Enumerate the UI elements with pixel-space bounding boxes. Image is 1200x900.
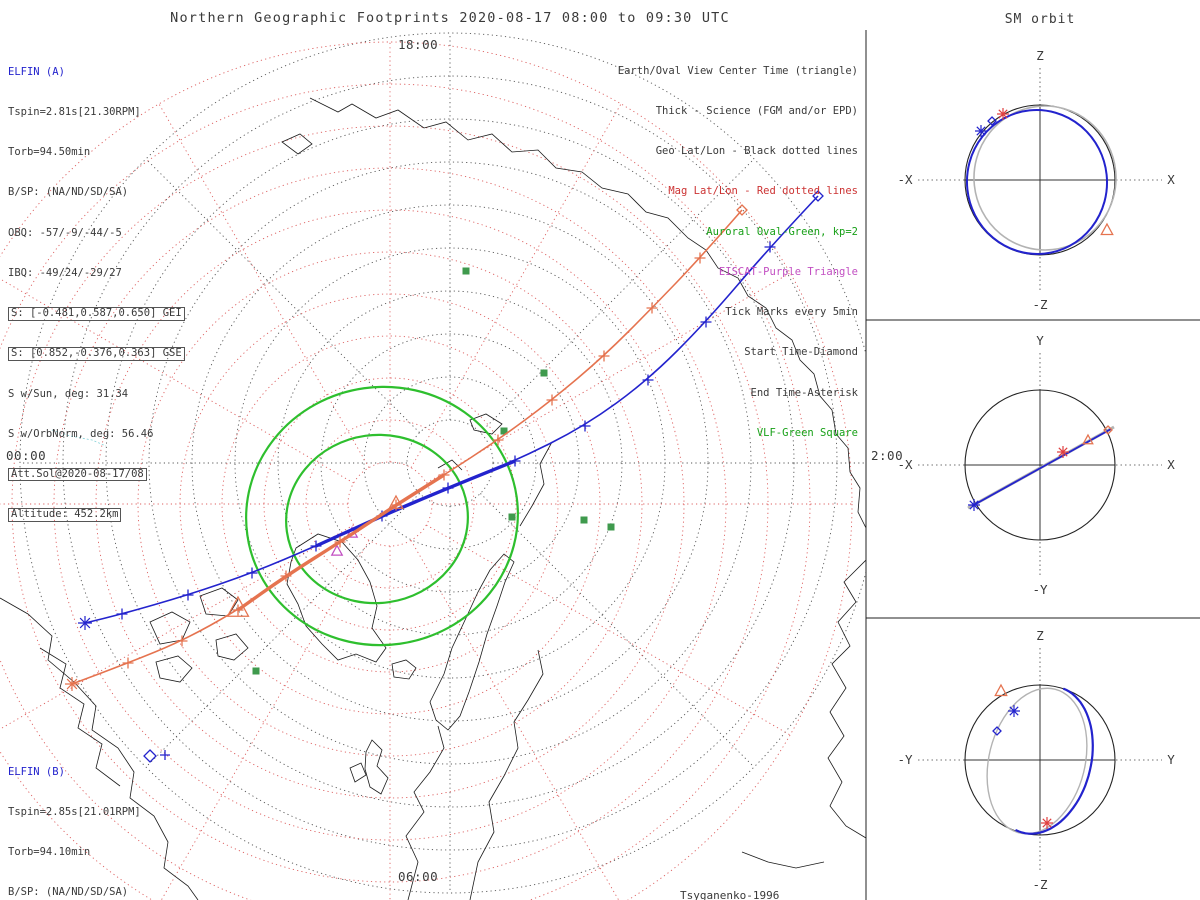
legend-item: Auroral Oval-Green, kp=2 bbox=[706, 225, 858, 238]
info-line: S: [0.852,-0.376,0.363] GSE bbox=[8, 347, 185, 361]
island-arctic-2 bbox=[199, 587, 239, 617]
coastline-bering bbox=[827, 559, 866, 839]
info-line: OBQ: -57/-9/-44/-5 bbox=[8, 226, 122, 239]
mlt-label-12: 2:00 bbox=[871, 448, 904, 463]
island-iceland bbox=[391, 659, 417, 680]
island-arctic-3 bbox=[155, 655, 193, 683]
island-arctic-4 bbox=[215, 633, 249, 661]
footprint-tracks bbox=[65, 190, 824, 691]
info-line-boxed: Att.Sol@2020-08-17/08 bbox=[8, 468, 147, 482]
sm-panel-X-Z: Z -X X -Z bbox=[897, 48, 1175, 312]
info-line: Torb=94.50min bbox=[8, 146, 91, 159]
island-wrangel bbox=[281, 133, 313, 155]
info-line: B/SP: (NA/ND/SD/SA) bbox=[8, 886, 129, 899]
svg-text:X: X bbox=[1167, 172, 1175, 187]
mlt-label-00: 00:00 bbox=[6, 448, 47, 463]
island-severnaya bbox=[469, 413, 503, 435]
legend-item: Thick - Science (FGM and/or EPD) bbox=[655, 105, 858, 118]
info-line: IBQ: -49/24/-29/27 bbox=[8, 266, 122, 279]
coastlines bbox=[0, 97, 866, 900]
elfin-b-info-block: ELFIN (B) Tspin=2.85s[21.01RPM] Torb=94.… bbox=[8, 739, 191, 900]
svg-text:Z: Z bbox=[1036, 628, 1044, 643]
sm-orbit-title: SM orbit bbox=[1004, 12, 1076, 27]
coastline-north-america bbox=[0, 597, 199, 900]
svg-text:Y: Y bbox=[1167, 752, 1175, 767]
cyan-arc bbox=[51, 429, 107, 447]
info-line: Altitude: 452.2km bbox=[8, 508, 185, 522]
info-line: Tspin=2.85s[21.01RPM] bbox=[8, 806, 141, 819]
island-ireland bbox=[349, 762, 367, 783]
info-line: Tspin=2.81s[21.30RPM] bbox=[8, 106, 141, 119]
extra-markers bbox=[143, 494, 404, 763]
info-line-boxed: S: [0.852,-0.376,0.363] GSE bbox=[8, 347, 185, 361]
coastline-europe-2 bbox=[469, 649, 544, 900]
station-markers bbox=[252, 267, 615, 675]
panel-dividers bbox=[865, 30, 1200, 900]
legend-item: Earth/Oval View Center Time (triangle) bbox=[617, 64, 858, 77]
svg-text:Y: Y bbox=[1036, 333, 1044, 348]
elfin-a-label: ELFIN (A) bbox=[8, 65, 65, 78]
mlt-label-18: 18:00 bbox=[398, 37, 439, 52]
island-arctic-1 bbox=[149, 611, 191, 645]
svg-text:Z: Z bbox=[1036, 48, 1044, 63]
island-svalbard bbox=[437, 459, 463, 471]
svg-text:-Z: -Z bbox=[1032, 877, 1048, 892]
legend-item: Geo Lat/Lon - Black dotted lines bbox=[655, 145, 858, 158]
info-line: B/SP: (NA/ND/SD/SA) bbox=[8, 186, 129, 199]
svg-text:-Y: -Y bbox=[1032, 582, 1048, 597]
info-line-boxed: Altitude: 452.2km bbox=[8, 508, 122, 522]
info-line: S: [-0.481,0.587,0.650] GEI bbox=[8, 307, 185, 321]
coastline-europe-1 bbox=[405, 725, 445, 900]
info-line: S w/OrbNorm, deg: 56.46 bbox=[8, 427, 154, 440]
mlt-label-06: 06:00 bbox=[398, 869, 439, 884]
legend: Earth/Oval View Center Time (triangle) T… bbox=[565, 38, 858, 467]
svg-text:X: X bbox=[1167, 457, 1175, 472]
sm-panel-Y-Z: Z -Y Y -Z bbox=[897, 628, 1175, 892]
legend-item: Start Time-Diamond bbox=[744, 346, 858, 359]
legend-item: Tick Marks every 5min bbox=[725, 306, 858, 319]
info-line: Torb=94.10min bbox=[8, 846, 91, 859]
svg-text:-Y: -Y bbox=[897, 752, 913, 767]
svg-text:-X: -X bbox=[897, 172, 913, 187]
legend-item: End Time-Asterisk bbox=[750, 386, 858, 399]
legend-item: Mag Lat/Lon - Red dotted lines bbox=[668, 185, 858, 198]
legend-item: EISCAT-Purple Triangle bbox=[718, 265, 858, 278]
elfin-a-info-block: ELFIN (A) Tspin=2.81s[21.30RPM] Torb=94.… bbox=[8, 39, 185, 548]
coastline-scandinavia bbox=[429, 553, 515, 731]
coastline-greenland bbox=[286, 533, 387, 663]
sm-panel-X-Y: Y -X X -Y bbox=[897, 333, 1175, 597]
coastline-hudson bbox=[39, 647, 121, 787]
svg-text:-Z: -Z bbox=[1032, 297, 1048, 312]
legend-item: VLF-Green Square bbox=[756, 426, 858, 439]
svg-text:-X: -X bbox=[897, 457, 913, 472]
model-label: Tsyganenko-1996 bbox=[680, 889, 780, 900]
sm-orbit-panels: Z -X X -Z Y -X X -Y Z -Y Y -Z bbox=[897, 48, 1175, 892]
elfin-b-label: ELFIN (B) bbox=[8, 765, 65, 778]
island-novaya-zemlya bbox=[519, 441, 553, 527]
credits: Tsyganenko-1996 Created: Tue Jan 24 09:3… bbox=[680, 862, 899, 900]
magnetic-grid bbox=[0, 41, 853, 900]
info-line: S w/Sun, deg: 31.34 bbox=[8, 387, 129, 400]
geographic-grid bbox=[19, 32, 866, 894]
page-title: Northern Geographic Footprints 2020-08-1… bbox=[170, 10, 730, 26]
coastline-siberia bbox=[309, 97, 866, 529]
island-aleutian bbox=[741, 851, 825, 869]
auroral-oval bbox=[245, 385, 519, 647]
info-line: Att.Sol@2020-08-17/08 bbox=[8, 468, 185, 482]
info-line-boxed: S: [-0.481,0.587,0.650] GEI bbox=[8, 307, 185, 321]
island-uk bbox=[364, 739, 389, 795]
